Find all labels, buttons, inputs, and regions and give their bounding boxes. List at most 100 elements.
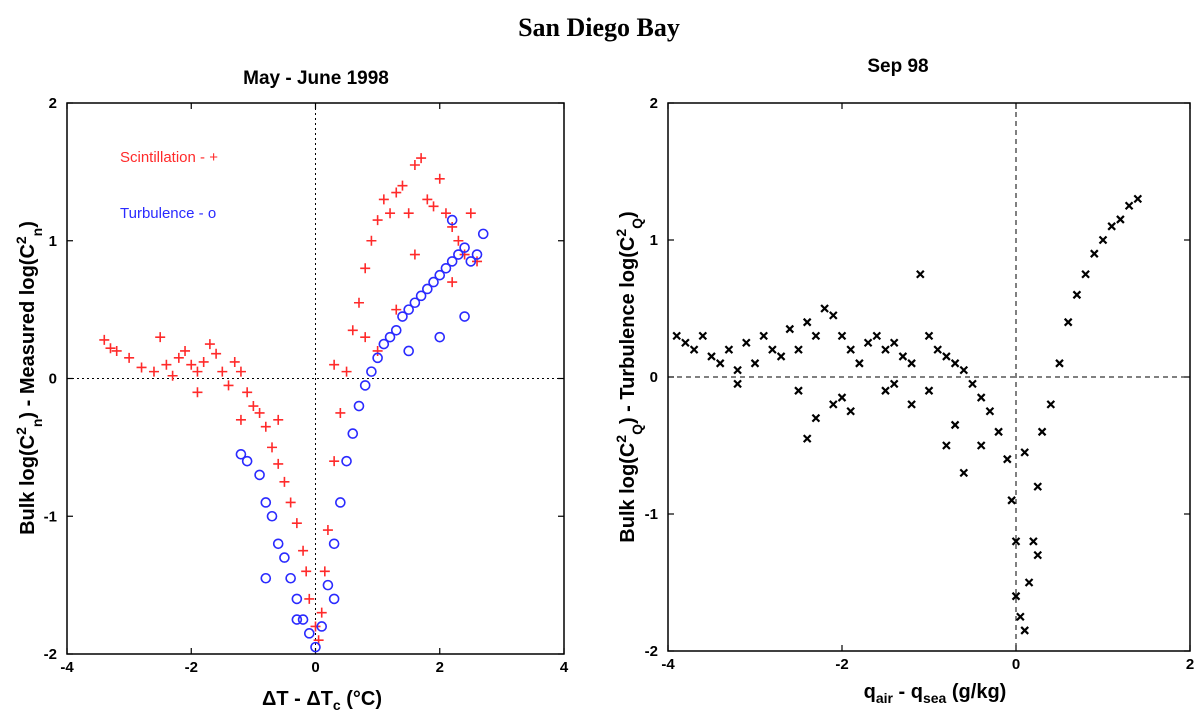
scintillation-point [304, 593, 315, 604]
turbulence-point [465, 256, 477, 267]
right-y-axis-label: Bulk log(C2Q) - Turbulence log(C2Q) [613, 211, 645, 542]
humidity-point [1037, 427, 1047, 437]
humidity-point [959, 365, 969, 375]
turbulence-point [285, 572, 296, 584]
humidity-point [707, 352, 716, 361]
y-tick-label: -1 [645, 506, 658, 523]
turbulence-point [409, 297, 421, 309]
scintillation-point [335, 407, 346, 418]
scintillation-point [434, 173, 445, 184]
scintillation-point [285, 497, 296, 508]
x-tick-label: 4 [560, 659, 569, 676]
turbulence-point [434, 269, 446, 281]
humidity-point [785, 324, 795, 334]
humidity-point [1098, 235, 1108, 245]
scintillation-point [372, 215, 383, 226]
humidity-point [846, 345, 855, 354]
turbulence-point [260, 497, 272, 508]
humidity-point [802, 434, 812, 443]
turbulence-point [310, 641, 321, 653]
humidity-point [985, 406, 995, 416]
turbulence-point [241, 455, 253, 467]
scintillation-point [229, 356, 240, 367]
humidity-point [1024, 578, 1034, 587]
turbulence-point [434, 331, 446, 343]
humidity-point [846, 406, 855, 416]
y-tick-label: -1 [44, 508, 57, 525]
scintillation-point [316, 607, 327, 618]
legend-turbulence: Turbulence - o [120, 205, 216, 222]
humidity-point [1116, 215, 1125, 224]
humidity-point [1011, 537, 1021, 546]
humidity-point [759, 331, 768, 341]
scintillation-point [235, 366, 246, 377]
turbulence-point [279, 552, 290, 563]
turbulence-point [254, 469, 265, 481]
humidity-point [907, 359, 916, 368]
y-tick-label: 0 [650, 369, 658, 386]
humidity-point [959, 468, 969, 478]
x-tick-label: -4 [661, 656, 675, 673]
scintillation-point [161, 359, 172, 370]
turbulence-point [328, 593, 340, 605]
scintillation-point [298, 545, 309, 556]
humidity-point [742, 338, 751, 348]
scintillation-point [235, 414, 246, 425]
scintillation-point [465, 208, 476, 219]
left-reference-lines [67, 103, 564, 654]
y-tick-label: 2 [650, 95, 658, 112]
scintillation-point [422, 194, 433, 205]
scintillation-point [267, 442, 278, 453]
turbulence-point [397, 311, 408, 322]
turbulence-point [260, 572, 272, 584]
turbulence-point [322, 579, 334, 591]
turbulence-point [235, 448, 247, 460]
humidity-point [1133, 194, 1143, 204]
humidity-point [802, 317, 812, 327]
humidity-point [698, 331, 708, 341]
scintillation-point [366, 235, 377, 246]
humidity-point [1011, 591, 1021, 601]
scintillation-point [155, 332, 166, 343]
legend-scintillation: Scintillation - + [120, 149, 218, 166]
humidity-point [733, 379, 742, 389]
scintillation-point [447, 277, 458, 288]
x-tick-label: -2 [185, 659, 198, 676]
turbulence-point [266, 510, 278, 522]
scintillation-point [472, 256, 483, 267]
scintillation-point [385, 208, 396, 219]
turbulence-point [415, 290, 427, 302]
scintillation-point [217, 366, 228, 377]
scintillation-point [301, 566, 312, 577]
y-tick-label: 0 [49, 371, 57, 388]
scintillation-point [99, 334, 110, 345]
humidity-point [768, 345, 777, 354]
humidity-point [1020, 626, 1029, 635]
turbulence-point [291, 593, 303, 605]
humidity-point [916, 269, 925, 279]
turbulence-point [446, 214, 458, 226]
scintillation-point [440, 208, 451, 219]
scintillation-point [148, 366, 159, 377]
scintillation-point [428, 201, 439, 212]
humidity-point [1033, 482, 1043, 491]
x-tick-label: 0 [1012, 656, 1020, 673]
turbulence-point [422, 283, 433, 295]
y-tick-label: 1 [650, 232, 658, 249]
right-panel: Sep 98 Bulk log(C2Q) - Turbulence log(C2… [613, 56, 1194, 706]
turbulence-point [272, 538, 284, 550]
humidity-point [1007, 496, 1016, 505]
scintillation-point [192, 387, 203, 398]
turbulence-point [341, 455, 352, 467]
humidity-point [1107, 222, 1116, 231]
humidity-point [1124, 201, 1134, 211]
humidity-point [1046, 400, 1056, 409]
x-tick-label: -2 [835, 656, 848, 673]
scintillation-point [124, 352, 135, 363]
turbulence-point [335, 497, 346, 508]
scintillation-point [391, 187, 402, 198]
turbulence-point [440, 262, 452, 274]
scintillation-point [186, 359, 197, 370]
